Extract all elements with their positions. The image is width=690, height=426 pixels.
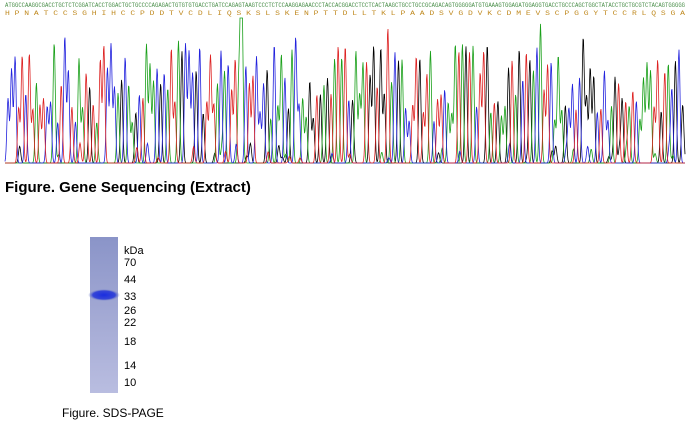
chromatogram: [4, 17, 686, 164]
marker-label: 26: [124, 305, 136, 317]
marker-label: 10: [124, 377, 136, 389]
protein-band: [88, 289, 120, 301]
gel-lane: [90, 237, 118, 393]
caption: Figure. SDS-PAGE: [62, 406, 164, 420]
marker-label: 44: [124, 274, 136, 286]
marker-label: 18: [124, 336, 136, 348]
marker-label: 33: [124, 291, 136, 303]
marker-label: 22: [124, 317, 136, 329]
trace: [5, 17, 685, 164]
nucleotide-sequence: ATGGCCAAGGCGACCTGCTCTCGGATCACCTGGACTGCTG…: [5, 2, 685, 9]
unit-label: kDa: [124, 245, 144, 257]
marker-label: 70: [124, 257, 136, 269]
amino-acid-sequence: H P N A T C C S G H I H C C P D D T V C …: [5, 10, 686, 17]
caption: Figure. Gene Sequencing (Extract): [5, 179, 251, 196]
trace: [5, 28, 685, 164]
marker-label: 14: [124, 360, 136, 372]
